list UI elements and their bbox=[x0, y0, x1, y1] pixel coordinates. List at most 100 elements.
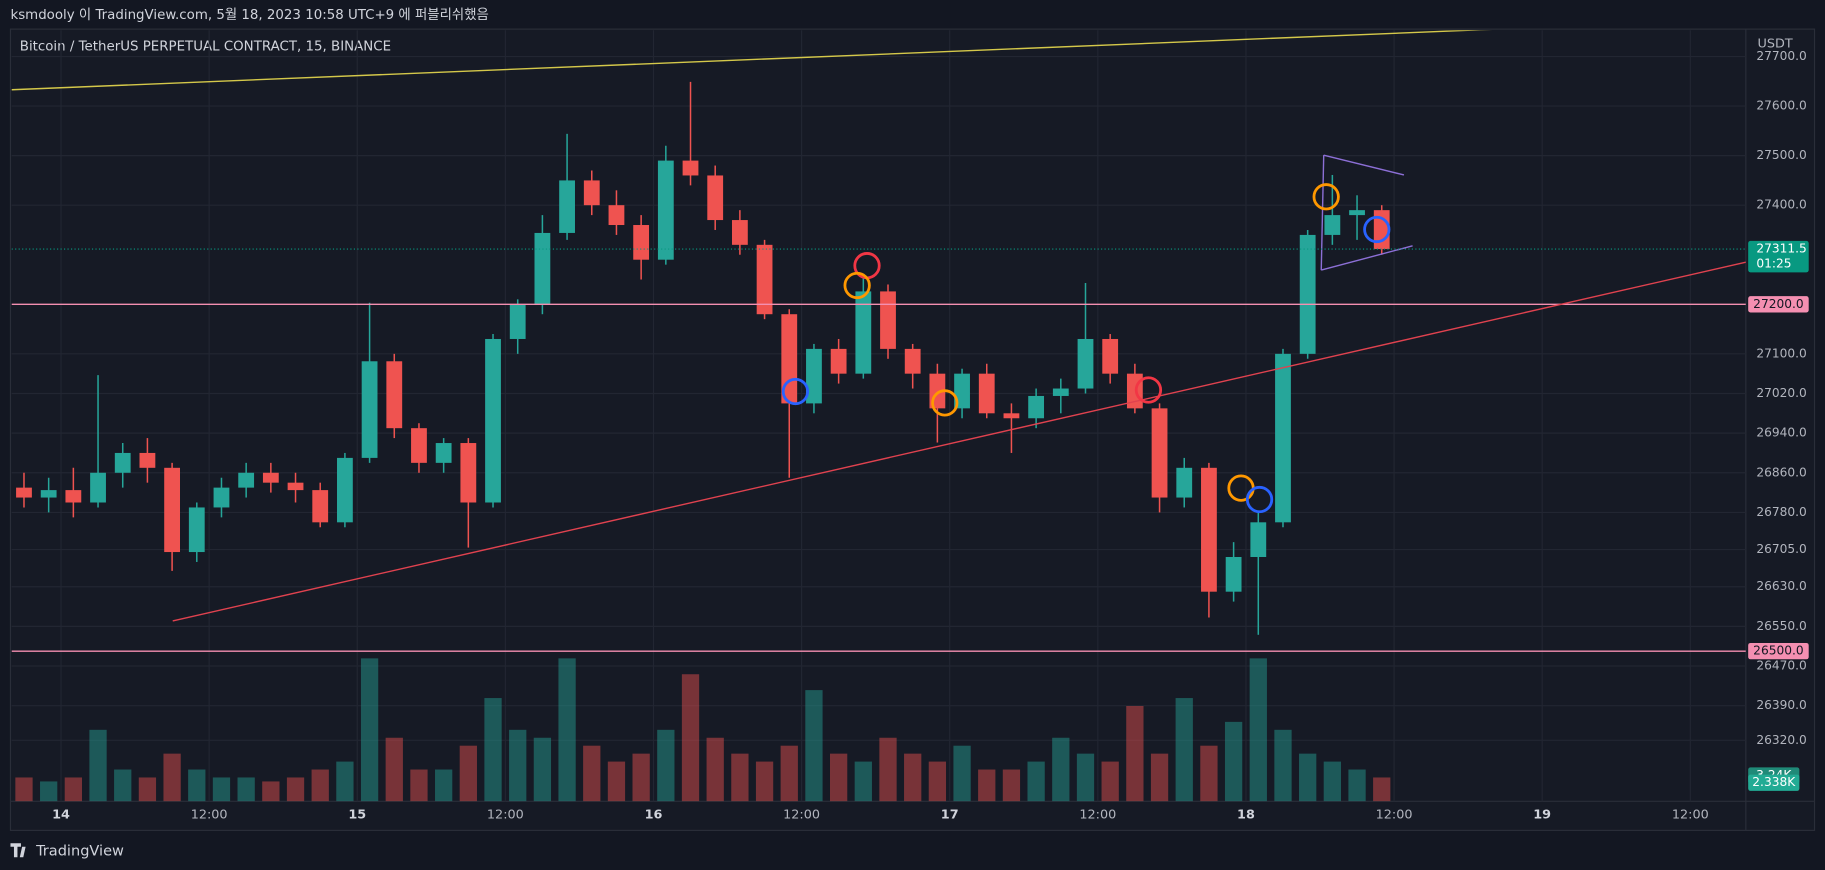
chart-title: Bitcoin / TetherUS PERPETUAL CONTRACT, 1… bbox=[20, 40, 391, 55]
volume-bar bbox=[755, 761, 774, 802]
volume-bar bbox=[311, 769, 329, 802]
y-tick-label: 27500.0 bbox=[1756, 148, 1807, 162]
trendline bbox=[11, 30, 1486, 91]
candle-body bbox=[1225, 557, 1242, 592]
candle-body bbox=[1250, 522, 1267, 558]
volume-bar bbox=[1323, 761, 1341, 802]
logo-icon bbox=[10, 843, 26, 858]
trendline bbox=[1323, 154, 1405, 176]
plot bbox=[11, 30, 1746, 802]
candle-body bbox=[411, 428, 427, 463]
brand: TradingView bbox=[35, 842, 124, 859]
candle-body bbox=[460, 443, 477, 503]
candle-body bbox=[1003, 413, 1020, 419]
candle-body bbox=[781, 314, 798, 404]
candle-body bbox=[509, 304, 526, 339]
level-label: 26500.0 bbox=[1753, 644, 1804, 658]
candle-body bbox=[262, 472, 279, 483]
candle-body bbox=[806, 348, 822, 404]
circle-marker bbox=[781, 377, 810, 406]
y-tick-label: 27400.0 bbox=[1756, 198, 1807, 212]
volume-bar bbox=[163, 753, 181, 802]
header: ksmdooly 이 TradingView.com, 5월 18, 2023 … bbox=[10, 7, 488, 23]
candle-body bbox=[904, 348, 921, 374]
x-tick-label: 12:00 bbox=[1376, 808, 1413, 823]
candle-body bbox=[608, 205, 625, 226]
candle-body bbox=[16, 487, 32, 498]
volume-bar bbox=[262, 781, 280, 802]
y-tick-label: 27600.0 bbox=[1756, 99, 1807, 113]
candle-body bbox=[830, 348, 847, 374]
trendline bbox=[1321, 245, 1413, 271]
y-tick-label: 27700.0 bbox=[1756, 49, 1807, 63]
volume-bar bbox=[1299, 753, 1317, 802]
candle-body bbox=[114, 452, 131, 473]
y-tick-label: 26860.0 bbox=[1756, 465, 1807, 479]
volume-bar bbox=[706, 737, 724, 802]
volume-bar bbox=[780, 745, 798, 802]
volume-bar bbox=[114, 769, 132, 802]
volume-bar bbox=[64, 777, 82, 802]
volume-bar bbox=[1076, 753, 1095, 802]
y-tick-label: 26705.0 bbox=[1756, 542, 1807, 556]
chart-panel bbox=[9, 28, 1816, 831]
x-tick-label: 19 bbox=[1533, 808, 1551, 823]
candle-body bbox=[1324, 215, 1341, 235]
volume-label-box bbox=[1748, 774, 1800, 791]
x-tick-label: 12:00 bbox=[191, 808, 228, 823]
volume-bar bbox=[731, 753, 749, 802]
circle-marker bbox=[1245, 485, 1274, 514]
volume-bar bbox=[484, 698, 502, 802]
footer-logo: TradingView bbox=[10, 842, 124, 859]
candle-body bbox=[139, 452, 156, 468]
circle-marker bbox=[1134, 376, 1163, 404]
candle-body bbox=[731, 220, 748, 245]
candle-body bbox=[65, 490, 82, 503]
volume-bar bbox=[829, 753, 848, 802]
y-tick-label: 26780.0 bbox=[1756, 505, 1807, 519]
y-tick-label: 26940.0 bbox=[1756, 426, 1807, 440]
candle-body bbox=[657, 160, 674, 260]
volume-bar bbox=[1200, 745, 1218, 802]
volume-bar bbox=[40, 781, 58, 802]
y-tick-label: 26390.0 bbox=[1756, 698, 1807, 712]
volume-bar bbox=[435, 769, 453, 802]
x-tick-label: 12:00 bbox=[487, 808, 524, 823]
candle-body bbox=[756, 244, 773, 315]
candle-body bbox=[238, 472, 255, 488]
volume-bar bbox=[657, 729, 675, 802]
candle-body bbox=[855, 291, 872, 374]
x-tick-label: 18 bbox=[1237, 808, 1255, 823]
y-tick-label: 26630.0 bbox=[1756, 579, 1807, 593]
volume-bar bbox=[558, 658, 576, 802]
circle-marker bbox=[931, 389, 959, 417]
x-tick-label: 14 bbox=[52, 808, 70, 823]
volume-bar bbox=[928, 761, 947, 802]
candle-body bbox=[1077, 338, 1094, 389]
candle-body bbox=[880, 291, 896, 349]
volume-bar bbox=[212, 777, 231, 802]
candle-body bbox=[1176, 467, 1193, 498]
level-label-box bbox=[1748, 642, 1809, 660]
candle-body bbox=[1275, 353, 1291, 523]
trendline bbox=[172, 261, 1746, 622]
volume-bar bbox=[286, 777, 305, 802]
candle-body bbox=[1151, 408, 1168, 498]
volume-bar bbox=[1249, 658, 1267, 802]
volume-bar bbox=[1348, 769, 1366, 802]
volume-bar bbox=[533, 737, 552, 802]
volume-bar bbox=[1274, 729, 1292, 802]
volume-bar bbox=[15, 777, 33, 802]
volume-label: 2.338K bbox=[1752, 775, 1796, 789]
volume-bar bbox=[1002, 769, 1021, 802]
x-tick-label: 12:00 bbox=[1079, 808, 1116, 823]
y-tick-label: 26320.0 bbox=[1756, 733, 1807, 747]
volume-bar bbox=[681, 674, 700, 802]
volume-bar bbox=[953, 745, 971, 802]
candle-body bbox=[361, 361, 378, 458]
level-label-box bbox=[1748, 296, 1809, 313]
volume-bar bbox=[607, 761, 626, 802]
circle-marker bbox=[843, 271, 871, 300]
volume-bar bbox=[459, 745, 477, 802]
